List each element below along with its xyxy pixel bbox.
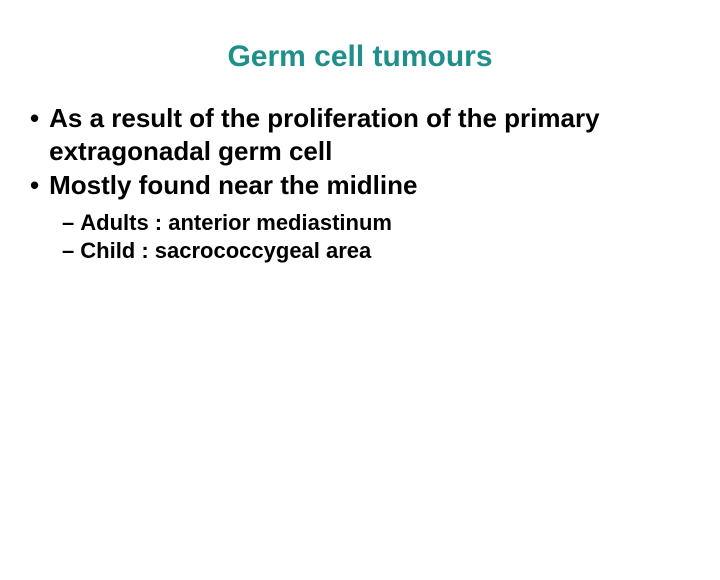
bullet-dot-icon: • — [30, 169, 39, 202]
bullet-dash-icon: – — [62, 210, 74, 236]
bullet-dash-icon: – — [62, 238, 74, 264]
bullet-dot-icon: • — [30, 102, 39, 135]
bullet-item: • Mostly found near the midline — [30, 169, 710, 202]
bullet-text: Mostly found near the midline — [49, 169, 417, 202]
slide: Germ cell tumours • As a result of the p… — [0, 40, 720, 580]
content-area: • As a result of the proliferation of th… — [0, 102, 720, 264]
slide-title: Germ cell tumours — [0, 40, 720, 74]
sub-bullet-text: Adults : anterior mediastinum — [80, 210, 392, 236]
bullet-text: As a result of the proliferation of the … — [49, 102, 710, 167]
sub-bullet-text: Child : sacrococcygeal area — [80, 238, 371, 264]
sub-bullet-item: – Child : sacrococcygeal area — [62, 238, 710, 264]
bullet-item: • As a result of the proliferation of th… — [30, 102, 710, 167]
sub-bullet-item: – Adults : anterior mediastinum — [62, 210, 710, 236]
sub-bullet-group: – Adults : anterior mediastinum – Child … — [30, 210, 710, 264]
